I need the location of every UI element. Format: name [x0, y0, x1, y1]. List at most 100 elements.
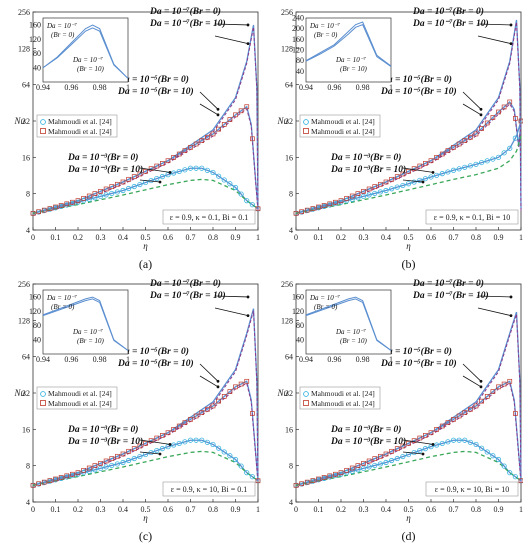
marker-square [299, 209, 304, 215]
inset-frame [42, 289, 129, 355]
marker-square [193, 413, 199, 419]
marker-circle [389, 186, 395, 192]
series-line [295, 120, 522, 214]
param-text: ε = 0.9, κ = 0.1, Bi = 10 [434, 213, 510, 222]
annotation-4: Da = 10⁻⁵(Br = 10) [117, 358, 194, 369]
marker-square [131, 174, 137, 180]
annotation-4: Da = 10⁻⁵(Br = 10) [380, 358, 457, 369]
inset-y-tick-label: 40 [296, 335, 304, 344]
marker-square [165, 158, 171, 164]
marker-circle [495, 456, 502, 463]
x-tick-label: 0.1 [314, 505, 324, 514]
inset-x-tick-label: 0.94 [299, 355, 313, 364]
annotation-5: Da = 10⁻³(Br = 0) [330, 424, 401, 435]
annotation-arrow [214, 35, 249, 45]
x-tick-label: 0.4 [118, 505, 128, 514]
arrow-head [479, 385, 483, 389]
y-tick-label: 4 [26, 226, 30, 235]
annotation-2: Da = 10⁻⁷(Br = 10) [412, 18, 489, 29]
x-axis-label: η [406, 241, 411, 251]
x-tick-label: 0.2 [336, 505, 346, 514]
inset-annotation-3: Da = 10⁻⁷ [335, 328, 366, 336]
marker-circle [456, 437, 462, 443]
annotation-arrow [462, 363, 482, 382]
marker-square [92, 463, 98, 469]
inset-annotation-4: (Br = 10) [77, 65, 105, 73]
marker-square [238, 381, 244, 387]
arrow-head [431, 171, 435, 174]
marker-square [389, 176, 394, 182]
marker-circle [154, 176, 160, 182]
x-tick-label: 0.1 [51, 233, 61, 242]
x-tick-label: 0.9 [494, 233, 504, 242]
legend-entry-2: Mahmoudi et al. [24] [48, 399, 112, 408]
marker-square [64, 201, 70, 207]
marker-circle [204, 439, 210, 445]
marker-square [327, 201, 333, 207]
inset-x-tick-label: 0.98 [93, 355, 107, 364]
marker-square [344, 467, 349, 473]
marker-circle [199, 165, 205, 171]
marker-square [148, 166, 154, 172]
marker-square [468, 134, 473, 140]
x-tick-label: 0.6 [426, 233, 436, 242]
marker-square [115, 453, 120, 459]
marker-square [462, 138, 468, 143]
x-tick-label: 0 [31, 233, 35, 242]
inset-y-tick-label: 160 [292, 35, 304, 44]
marker-square [327, 473, 333, 479]
marker-circle [462, 164, 468, 170]
y-tick-label: 4 [289, 498, 293, 507]
marker-square [304, 479, 310, 485]
inset-x-tick-label: 0.96 [327, 355, 341, 364]
annotation-6: Da = 10⁻³(Br = 10) [330, 164, 406, 175]
marker-circle [114, 461, 120, 467]
param-text: ε = 0.9, κ = 10, Bi = 0.1 [171, 485, 247, 494]
arrow-head [246, 42, 250, 46]
inset-x-tick-label: 0.96 [64, 83, 78, 92]
marker-circle [490, 453, 496, 459]
marker-square [445, 420, 451, 426]
marker-circle [507, 470, 513, 476]
marker-square [182, 148, 188, 154]
marker-square [394, 446, 400, 452]
marker-square [479, 398, 484, 404]
inset-y-tick-label: 120 [29, 35, 41, 44]
marker-circle [394, 184, 400, 190]
marker-square [456, 413, 462, 419]
y-tick-label: 64 [285, 353, 293, 362]
inset-y-tick-label: 40 [33, 63, 41, 72]
marker-square [372, 456, 378, 461]
marker-square [70, 199, 75, 205]
marker-square [47, 478, 53, 483]
marker-square [171, 155, 176, 160]
marker-square [372, 184, 378, 189]
marker-circle [450, 167, 457, 173]
inset-x-tick-label: 1 [389, 355, 393, 364]
marker-square [210, 403, 216, 409]
marker-circle [216, 173, 222, 179]
marker-square [143, 440, 148, 446]
inset-annotation-3: Da = 10⁻⁷ [72, 56, 103, 64]
marker-square [456, 141, 462, 147]
annotation-5: Da = 10⁻³(Br = 0) [67, 424, 138, 435]
marker-square [244, 378, 250, 384]
legend: Mahmoudi et al. [24]Mahmoudi et al. [24] [36, 386, 118, 410]
marker-circle [383, 187, 389, 194]
marker-square [496, 109, 501, 115]
panel-label: (a) [139, 257, 152, 271]
inset-x-tick-label: 0.96 [64, 355, 78, 364]
y-tick-label: 16 [285, 425, 293, 434]
x-tick-label: 0.3 [96, 233, 106, 242]
marker-square [473, 131, 479, 137]
y-tick-label: 128 [18, 316, 30, 325]
marker-circle [467, 439, 473, 445]
marker-circle [462, 437, 468, 443]
arrow-head [479, 107, 483, 111]
marker-circle [479, 159, 485, 166]
inset-series-line [305, 298, 392, 351]
inset-series-line [42, 27, 129, 79]
marker-square [58, 475, 64, 480]
annotation-2: Da = 10⁻⁷(Br = 10) [149, 18, 226, 29]
